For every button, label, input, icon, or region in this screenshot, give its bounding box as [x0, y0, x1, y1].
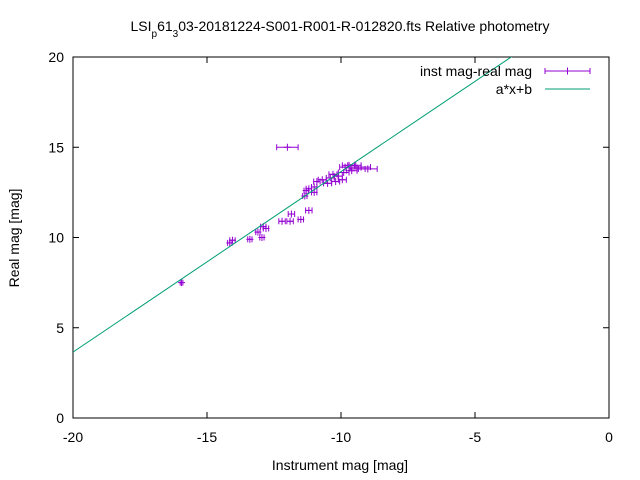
- x-tick-label: -20: [63, 429, 83, 445]
- legend-label-series-1: inst mag-real mag: [420, 63, 532, 79]
- data-point: [287, 210, 296, 218]
- y-tick-label: 20: [48, 49, 64, 65]
- data-point: [337, 176, 347, 184]
- chart-title-part: LSI: [131, 18, 152, 34]
- x-tick-label: 0: [605, 429, 613, 445]
- data-point: [254, 228, 262, 236]
- data-point: [262, 224, 270, 232]
- data-point: [276, 143, 299, 151]
- data-point: [310, 188, 318, 196]
- y-tick-label: 0: [56, 410, 64, 426]
- data-point: [246, 235, 254, 243]
- plot-area: -20 -15 -10 -5 0 0 5 10 15 20: [48, 49, 613, 445]
- legend: inst mag-real mag a*x+b: [420, 63, 591, 97]
- x-axis-ticks: -20 -15 -10 -5 0: [63, 57, 613, 445]
- chart-title-part: p: [152, 29, 158, 40]
- data-point: [357, 165, 378, 173]
- y-tick-label: 10: [48, 230, 64, 246]
- legend-label-series-2: a*x+b: [496, 81, 532, 97]
- fit-line: [73, 57, 513, 353]
- data-point: [286, 217, 294, 225]
- data-point: [258, 234, 266, 241]
- x-axis-label: Instrument mag [mag]: [272, 457, 408, 473]
- x-tick-label: -15: [197, 429, 217, 445]
- chart-title-part: 03-20181224-S001-R001-R-012820.fts Relat…: [178, 18, 549, 34]
- y-axis-label: Real mag [mag]: [6, 189, 22, 288]
- data-point: [178, 279, 186, 287]
- chart-title: LSIp61303-20181224-S001-R001-R-012820.ft…: [131, 18, 550, 40]
- x-tick-label: -10: [331, 429, 351, 445]
- y-tick-label: 15: [48, 139, 64, 155]
- chart-title-part: 3: [173, 29, 179, 40]
- y-tick-label: 5: [56, 320, 64, 336]
- x-tick-label: -5: [469, 429, 482, 445]
- chart-title-part: 61: [157, 18, 173, 34]
- legend-sample-series-1: [544, 67, 591, 75]
- data-point: [297, 215, 305, 223]
- data-point: [305, 206, 313, 214]
- data-point: [278, 217, 286, 225]
- series-layer: [73, 57, 513, 353]
- y-axis-ticks: 0 5 10 15 20: [48, 49, 609, 426]
